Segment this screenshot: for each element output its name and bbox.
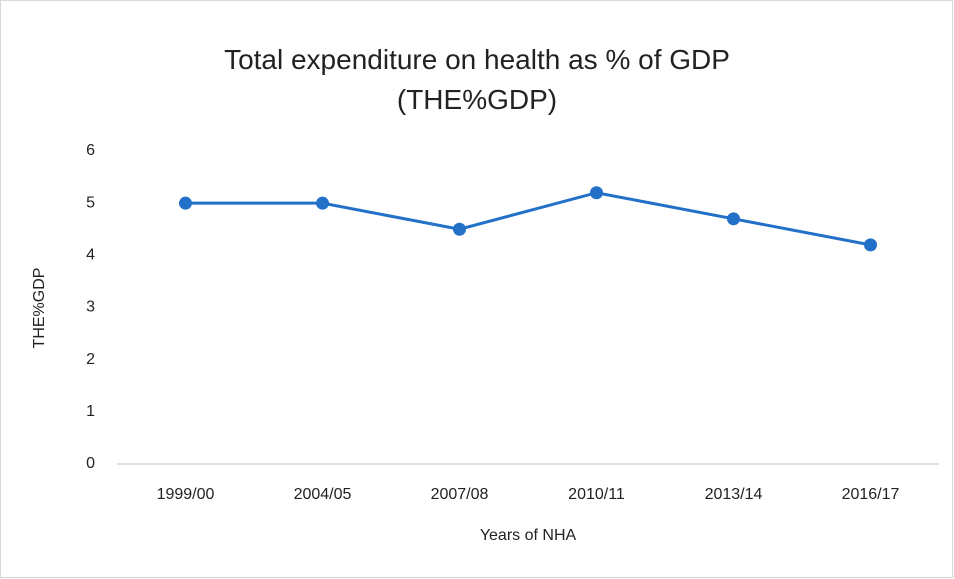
y-tick-label: 5 bbox=[86, 194, 95, 211]
marker bbox=[590, 186, 603, 200]
y-tick-label: 6 bbox=[86, 142, 95, 159]
x-tick-label: 1999/00 bbox=[157, 486, 215, 503]
marker bbox=[727, 212, 740, 226]
y-tick-label: 4 bbox=[86, 247, 95, 264]
x-tick-label: 2010/11 bbox=[568, 486, 625, 503]
marker bbox=[864, 238, 877, 252]
chart-title: Total expenditure on health as % of GDP … bbox=[224, 44, 730, 115]
y-tick-label: 2 bbox=[86, 351, 95, 368]
x-tick-label: 2004/05 bbox=[294, 486, 352, 503]
x-tick-label: 2007/08 bbox=[431, 486, 489, 503]
x-tick-label: 2016/17 bbox=[842, 486, 900, 503]
marker bbox=[179, 196, 192, 210]
y-tick-label: 1 bbox=[86, 403, 95, 420]
line bbox=[185, 191, 871, 247]
x-axis-label: Years of NHA bbox=[480, 527, 577, 544]
y-tick-label: 0 bbox=[86, 455, 95, 472]
y-tick-label: 3 bbox=[86, 299, 95, 316]
y-axis-label: THE%GDP bbox=[31, 268, 48, 349]
marker bbox=[316, 196, 329, 210]
x-tick-label: 2013/14 bbox=[705, 486, 763, 503]
marker bbox=[453, 222, 466, 236]
